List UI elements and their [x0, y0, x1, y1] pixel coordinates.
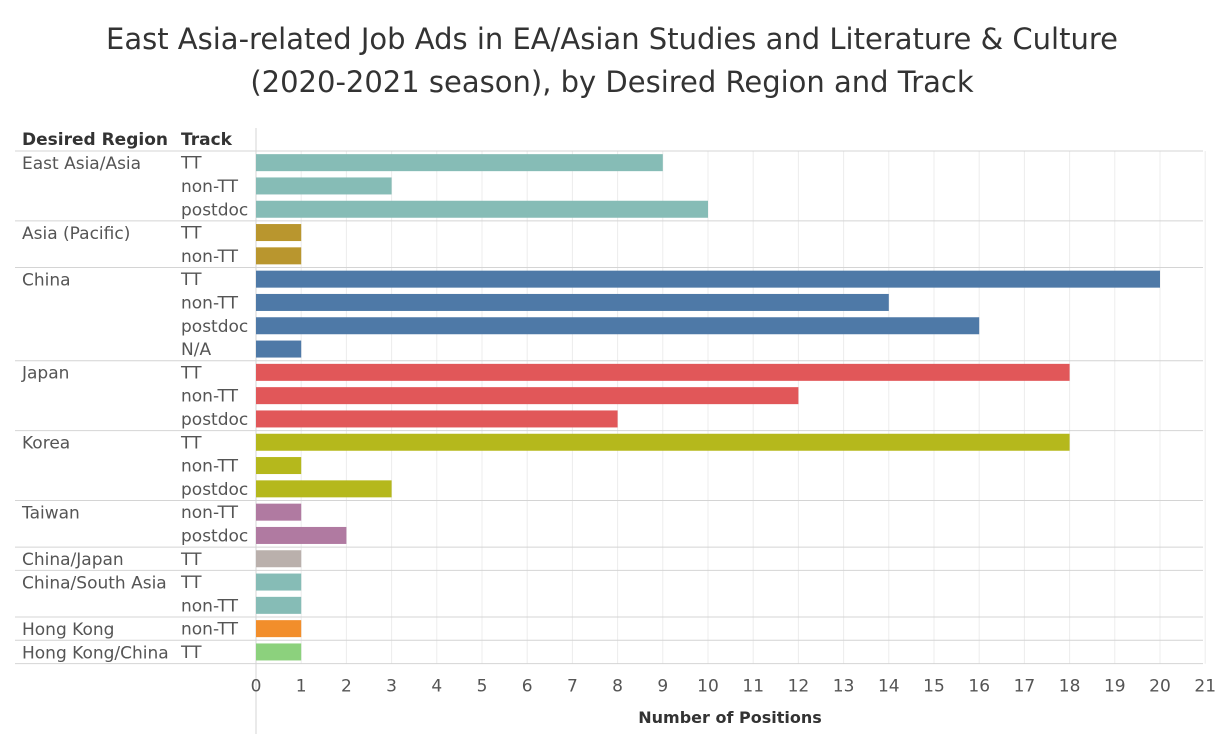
x-tick-label: 15	[923, 677, 945, 697]
x-tick-label: 5	[477, 677, 488, 697]
gridlines	[300, 151, 1206, 664]
x-tick-label: 18	[1059, 677, 1081, 697]
bar	[256, 363, 1070, 381]
region-label: Asia (Pacific)	[22, 224, 130, 244]
region-label: China	[22, 271, 71, 291]
header-track: Track	[181, 130, 233, 150]
track-label: non-TT	[181, 457, 239, 477]
x-tick-label: 4	[431, 677, 442, 697]
bars	[256, 154, 1160, 661]
track-label: non-TT	[181, 503, 239, 523]
track-label: postdoc	[181, 410, 248, 430]
bar	[256, 643, 302, 661]
track-label: TT	[180, 643, 202, 663]
bar	[256, 247, 302, 265]
x-tick-label: 8	[612, 677, 623, 697]
x-tick-label: 6	[522, 677, 533, 697]
track-label: non-TT	[181, 387, 239, 407]
x-tick-label: 7	[567, 677, 578, 697]
x-axis-label: Number of Positions	[638, 708, 822, 727]
x-tick-label: 20	[1149, 677, 1171, 697]
x-tick-label: 19	[1104, 677, 1126, 697]
bar	[256, 503, 302, 521]
track-label: postdoc	[181, 317, 248, 337]
bar	[256, 293, 889, 311]
row-separators	[15, 128, 1203, 734]
x-tick-label: 11	[742, 677, 764, 697]
track-label: non-TT	[181, 247, 239, 267]
bar	[256, 224, 302, 242]
bar	[256, 457, 302, 475]
bar	[256, 200, 708, 218]
track-label: non-TT	[181, 177, 239, 197]
track-label: TT	[180, 573, 202, 593]
x-tick-label: 10	[697, 677, 719, 697]
track-label: non-TT	[181, 596, 239, 616]
region-label: Japan	[21, 364, 69, 384]
bar	[256, 433, 1070, 451]
x-tick-label: 13	[833, 677, 855, 697]
x-tick-label: 21	[1194, 677, 1216, 697]
x-tick-label: 16	[968, 677, 990, 697]
track-label: non-TT	[181, 293, 239, 313]
region-label: China/South Asia	[22, 573, 167, 593]
chart-title-line-1: East Asia-related Job Ads in EA/Asian St…	[106, 22, 1118, 56]
x-tick-label: 14	[878, 677, 900, 697]
x-tick-label: 9	[657, 677, 668, 697]
track-label: TT	[180, 154, 202, 174]
x-tick-label: 12	[788, 677, 810, 697]
track-label: TT	[180, 433, 202, 453]
bar	[256, 317, 980, 335]
header-desired-region: Desired Region	[22, 130, 168, 150]
x-tick-label: 3	[386, 677, 397, 697]
bar	[256, 526, 347, 544]
region-label: East Asia/Asia	[22, 154, 141, 174]
region-label: China/Japan	[22, 550, 124, 570]
track-label: TT	[180, 224, 202, 244]
region-label: Korea	[22, 434, 70, 454]
bar	[256, 596, 302, 614]
x-tick-label: 1	[296, 677, 307, 697]
x-tick-label: 2	[341, 677, 352, 697]
x-tick-label: 17	[1014, 677, 1036, 697]
bar	[256, 410, 618, 428]
bar	[256, 177, 392, 195]
bar	[256, 480, 392, 498]
chart-title: East Asia-related Job Ads in EA/Asian St…	[0, 18, 1224, 104]
region-label: Hong Kong	[22, 620, 114, 640]
bar	[256, 154, 663, 172]
track-label: postdoc	[181, 200, 248, 220]
region-label: Hong Kong/China	[22, 643, 169, 663]
track-label: non-TT	[181, 620, 239, 640]
bar	[256, 620, 302, 638]
track-label: N/A	[181, 340, 211, 360]
track-label: TT	[180, 363, 202, 383]
x-axis: Number of Positions 0 1 2 3 4 5 6 7 8 9 10 11 12 13 14…	[251, 677, 1216, 727]
bar	[256, 340, 302, 358]
bar	[256, 270, 1160, 288]
bar	[256, 387, 799, 405]
track-label: TT	[180, 550, 202, 570]
bar	[256, 573, 302, 591]
region-label: Taiwan	[21, 504, 80, 524]
bar	[256, 550, 302, 568]
track-label: postdoc	[181, 480, 248, 500]
track-label: postdoc	[181, 526, 248, 546]
chart-title-line-2: (2020-2021 season), by Desired Region an…	[250, 65, 974, 99]
x-tick-label: 0	[251, 677, 262, 697]
row-labels: Desired Region Track East Asia/Asia TT non…	[21, 130, 248, 663]
track-label: TT	[180, 270, 202, 290]
